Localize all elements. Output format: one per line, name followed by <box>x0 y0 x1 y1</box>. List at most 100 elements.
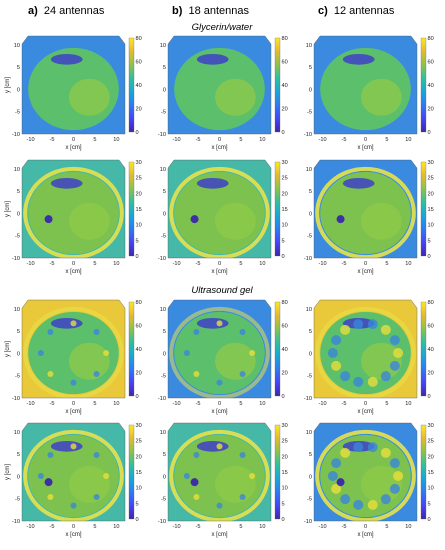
colorbar-tick-label: 0 <box>136 130 139 136</box>
x-tick-label: -5 <box>196 401 201 407</box>
x-tick-label: 10 <box>259 261 265 267</box>
colorbar-tick-label: 0 <box>428 394 431 400</box>
x-tick-label: -10 <box>173 524 181 530</box>
x-tick-label: -10 <box>27 261 35 267</box>
x-tick-label: 0 <box>72 261 75 267</box>
plot-frame <box>167 159 272 259</box>
colorbar-tick-label: 5 <box>428 238 431 244</box>
y-tick-label: -5 <box>161 374 166 380</box>
y-tick-label: 0 <box>17 87 20 93</box>
colorbar-tick-label: 0 <box>428 254 431 260</box>
colorbar-tick-label: 0 <box>136 254 139 260</box>
column-header-b: b) 18 antennas <box>172 5 250 17</box>
x-axis-label: x [cm] <box>212 269 228 275</box>
y-tick-label: -5 <box>307 497 312 503</box>
column-header-a: a) 24 antennas <box>28 5 105 17</box>
plot-frame <box>167 35 272 135</box>
y-tick-label: -5 <box>161 497 166 503</box>
colorbar-tick-label: 10 <box>428 486 434 492</box>
colorbar-tick-label: 15 <box>136 207 142 213</box>
y-tick-label: 5 <box>17 189 20 195</box>
y-tick-label: 5 <box>17 329 20 335</box>
y-tick-label: 5 <box>309 189 312 195</box>
y-tick-label: -5 <box>15 234 20 240</box>
x-axis-label: x [cm] <box>358 269 374 275</box>
x-tick-label: -5 <box>342 137 347 143</box>
colorbar-tick-label: 25 <box>136 176 142 182</box>
x-tick-label: 0 <box>364 137 367 143</box>
x-tick-label: 0 <box>218 401 221 407</box>
heatmap-panel-b-glycerin-permittivity: -10 -5 0 5 10 -10 -5 0 5 10 x [cm] 0 20 40 60 80 <box>158 35 288 151</box>
x-tick-label: 10 <box>113 137 119 143</box>
y-tick-label: 5 <box>309 65 312 71</box>
x-axis-label: x [cm] <box>212 145 228 151</box>
heatmap-image <box>22 160 125 258</box>
colorbar <box>128 301 135 397</box>
y-tick-label: 0 <box>163 211 166 217</box>
colorbar-tick-label: 60 <box>282 60 288 66</box>
x-tick-label: 0 <box>364 261 367 267</box>
heatmap-panel-b-gel-permittivity: -10 -5 0 5 10 -10 -5 0 5 10 x [cm] 0 20 40 60 80 <box>158 299 288 415</box>
x-tick-label: 10 <box>259 401 265 407</box>
y-tick-label: 0 <box>163 351 166 357</box>
colorbar <box>274 301 281 397</box>
colorbar-tick-label: 20 <box>136 454 142 460</box>
y-tick-label: 10 <box>306 43 312 49</box>
x-tick-label: 10 <box>259 137 265 143</box>
x-tick-label: 0 <box>72 524 75 530</box>
x-tick-label: 10 <box>113 401 119 407</box>
heatmap-panel-b-glycerin-conductivity: -10 -5 0 5 10 -10 -5 0 5 10 x [cm] 0 5 10 15 20 25 30 <box>158 159 288 275</box>
colorbar-tick-label: 60 <box>136 60 142 66</box>
colorbar-tick-label: 30 <box>282 160 288 166</box>
heatmap-image <box>168 160 271 258</box>
colorbar-tick-label: 20 <box>428 191 434 197</box>
colorbar <box>420 37 427 133</box>
colorbar-tick-label: 0 <box>136 394 139 400</box>
y-tick-label: -10 <box>304 396 312 402</box>
y-tick-label: 0 <box>17 474 20 480</box>
colorbar-tick-label: 0 <box>282 517 285 523</box>
column-label-a: 24 antennas <box>44 5 105 17</box>
y-tick-label: 10 <box>160 43 166 49</box>
section-title-glycerin: Glycerin/water <box>192 22 254 33</box>
column-label-b: 18 antennas <box>188 5 249 17</box>
column-letter-a: a) <box>28 5 38 17</box>
colorbar <box>128 37 135 133</box>
colorbar-tick-label: 25 <box>428 176 434 182</box>
x-tick-label: 0 <box>72 137 75 143</box>
x-tick-label: 10 <box>259 524 265 530</box>
plot-frame <box>313 35 418 135</box>
colorbar-tick-label: 20 <box>282 371 288 377</box>
heatmap-image <box>168 300 271 398</box>
heatmap-panel-c-glycerin-conductivity: -10 -5 0 5 10 -10 -5 0 5 10 x [cm] 0 5 10 15 20 25 30 <box>304 159 434 275</box>
colorbar-tick-label: 40 <box>136 347 142 353</box>
y-tick-label: -5 <box>161 110 166 116</box>
colorbar-tick-label: 25 <box>136 439 142 445</box>
colorbar-tick-label: 40 <box>136 83 142 89</box>
colorbar <box>274 424 281 520</box>
x-tick-label: -10 <box>319 524 327 530</box>
x-tick-label: 0 <box>218 524 221 530</box>
plot-frame <box>21 35 126 135</box>
colorbar-tick-label: 30 <box>136 160 142 166</box>
x-tick-label: 0 <box>72 401 75 407</box>
colorbar-tick-label: 20 <box>282 454 288 460</box>
colorbar-tick-label: 5 <box>428 501 431 507</box>
y-axis-label: y [cm] <box>5 464 11 480</box>
colorbar <box>420 161 427 257</box>
y-tick-label: -10 <box>304 256 312 262</box>
y-tick-label: 10 <box>160 307 166 313</box>
colorbar <box>128 424 135 520</box>
heatmap-panel-c-gel-permittivity: -10 -5 0 5 10 -10 -5 0 5 10 x [cm] 0 20 40 60 80 <box>304 299 434 415</box>
colorbar-tick-label: 80 <box>282 300 288 306</box>
x-tick-label: 10 <box>405 137 411 143</box>
y-tick-label: 10 <box>14 307 20 313</box>
y-tick-label: -10 <box>12 519 20 525</box>
colorbar-tick-label: 40 <box>428 347 434 353</box>
x-axis-label: x [cm] <box>66 145 82 151</box>
y-tick-label: 10 <box>14 430 20 436</box>
x-tick-label: 5 <box>239 401 242 407</box>
colorbar-tick-label: 40 <box>282 347 288 353</box>
colorbar-tick-label: 80 <box>428 300 434 306</box>
x-tick-label: 5 <box>385 137 388 143</box>
